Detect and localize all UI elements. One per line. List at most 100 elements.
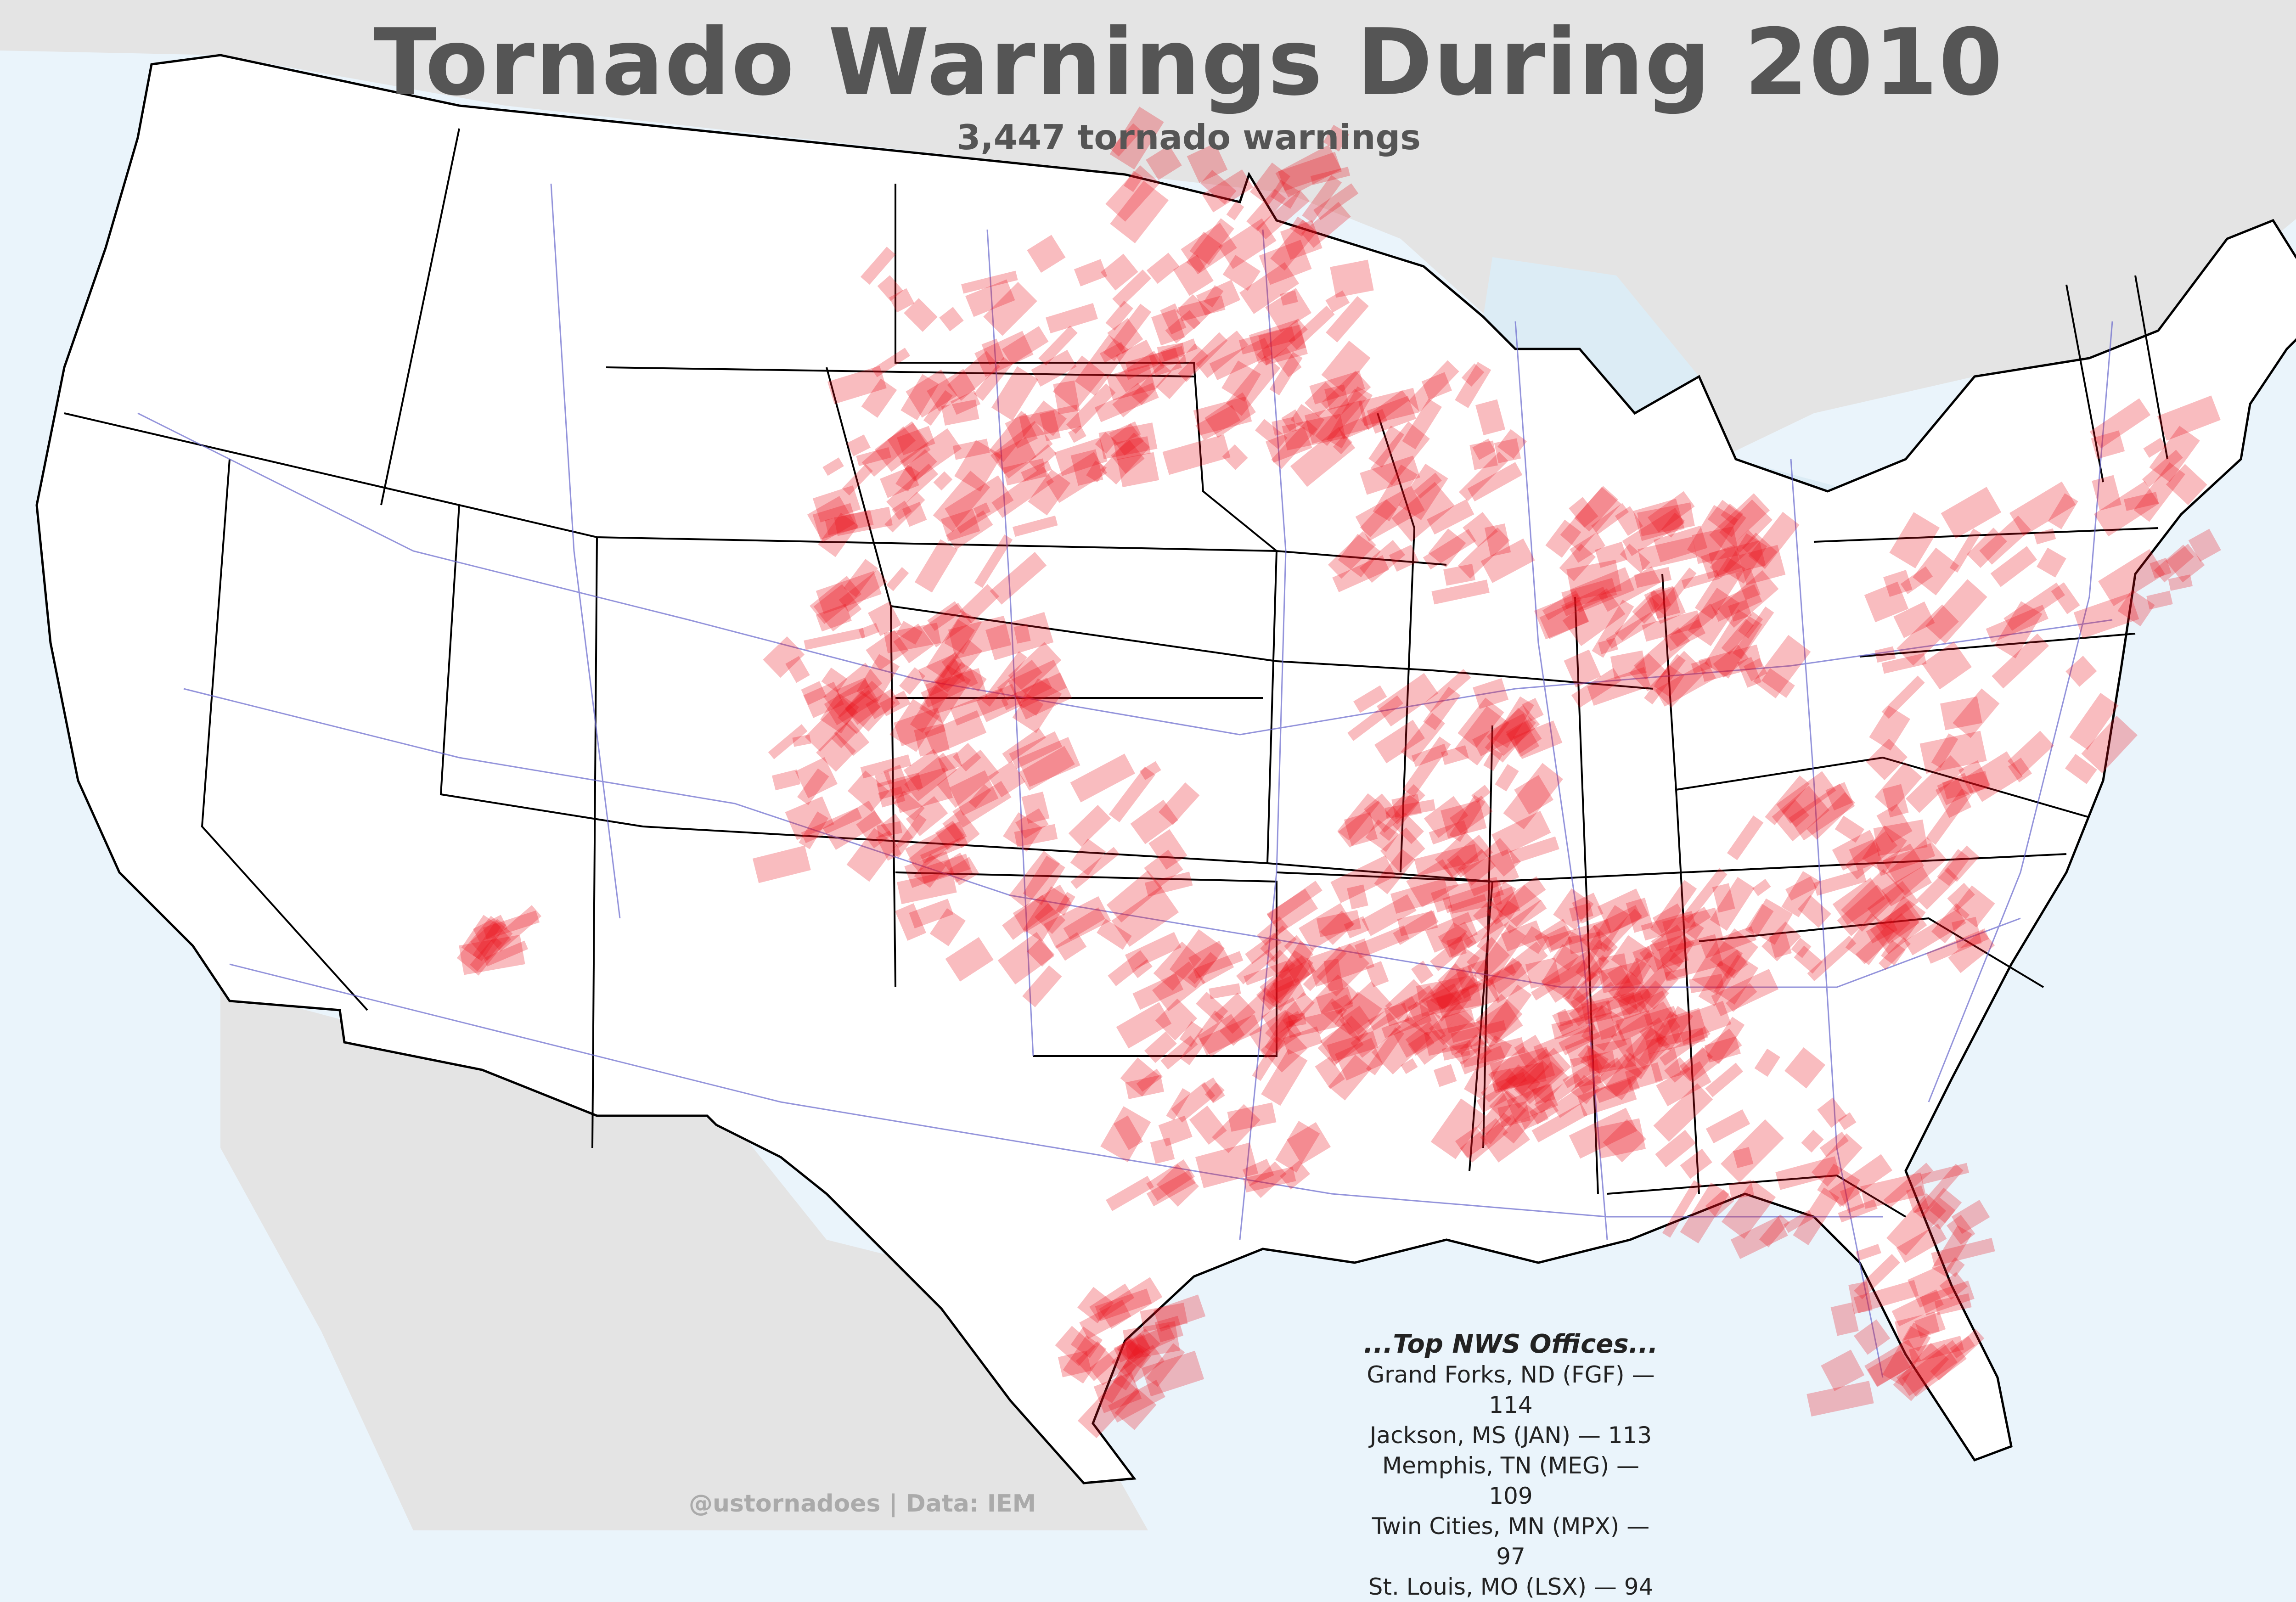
warning-polygon xyxy=(1603,1119,1646,1163)
warning-polygon xyxy=(1381,1011,1432,1038)
warning-polygon xyxy=(1458,527,1510,579)
warning-polygon xyxy=(2117,590,2155,626)
warning-polygon xyxy=(1874,762,1922,812)
warning-polygon xyxy=(896,621,923,645)
warning-polygon xyxy=(1306,938,1375,987)
warning-polygon xyxy=(1615,951,1673,1013)
warning-polygon xyxy=(1710,877,1755,931)
warning-polygon xyxy=(1772,786,1830,842)
warning-polygon xyxy=(2168,574,2193,591)
warning-polygon xyxy=(968,784,991,809)
warning-polygon xyxy=(1270,180,1301,209)
warning-polygon xyxy=(2123,492,2159,511)
warning-polygon xyxy=(1402,399,1442,450)
warning-polygon xyxy=(1639,1011,1679,1065)
warning-polygon xyxy=(1261,1026,1308,1073)
warning-polygon xyxy=(1420,981,1461,1022)
warning-polygon xyxy=(804,628,865,650)
warning-polygon xyxy=(1726,983,1757,1012)
top-office-entry: Memphis, TN (MEG) — 109 xyxy=(1382,1452,1639,1509)
warning-polygon xyxy=(1545,519,1581,558)
warning-polygon xyxy=(1713,644,1749,678)
warning-polygon xyxy=(2188,528,2221,562)
warning-polygon xyxy=(1463,1035,1512,1099)
warning-polygon xyxy=(1611,935,1654,978)
warning-polygon xyxy=(927,369,976,411)
warning-polygon xyxy=(1920,1280,1975,1315)
warning-polygon xyxy=(880,814,913,849)
warning-polygon xyxy=(1655,1006,1694,1051)
warning-polygon xyxy=(816,604,852,632)
warning-polygon xyxy=(1434,977,1482,1035)
warning-polygon xyxy=(1344,916,1369,939)
warning-polygon xyxy=(1896,1224,1947,1263)
warning-polygon xyxy=(1581,1005,1625,1051)
warning-polygon xyxy=(1055,932,1087,961)
warning-polygon xyxy=(2081,715,2138,773)
warning-polygon xyxy=(1497,1101,1531,1127)
warning-polygon xyxy=(1153,1294,1206,1332)
warning-polygon xyxy=(1902,1322,1930,1352)
warning-polygon xyxy=(883,764,911,799)
warning-polygon xyxy=(1393,1012,1446,1058)
warning-polygon xyxy=(1629,653,1667,691)
warning-polygon xyxy=(1699,644,1763,682)
warning-polygon xyxy=(1669,936,1695,967)
warning-polygon xyxy=(1476,900,1519,954)
top-offices-heading: ...Top NWS Offices... xyxy=(1363,1329,1658,1359)
warning-polygon xyxy=(1193,951,1244,978)
warning-polygon xyxy=(1111,886,1179,947)
warning-polygon xyxy=(1407,983,1463,1023)
warning-polygon xyxy=(1317,944,1370,997)
warning-polygon xyxy=(1455,362,1491,408)
warning-polygon xyxy=(847,434,871,456)
warning-polygon xyxy=(1408,360,1459,412)
warning-polygon xyxy=(1460,964,1516,999)
warning-polygon xyxy=(1607,965,1635,997)
warning-polygon xyxy=(1416,974,1482,1017)
warning-polygon xyxy=(1908,1265,1954,1308)
warning-polygon xyxy=(1919,731,1987,774)
warning-polygon xyxy=(1967,528,2007,568)
warning-polygon xyxy=(1869,705,1910,751)
warning-polygon xyxy=(1290,427,1356,487)
warning-polygon xyxy=(988,761,1025,798)
warning-polygon xyxy=(1142,1350,1204,1397)
warning-polygon xyxy=(1738,545,1786,585)
warning-polygon xyxy=(904,298,938,332)
warning-polygon xyxy=(1288,1012,1306,1027)
warning-polygon xyxy=(470,920,512,961)
warning-polygon xyxy=(1070,847,1120,889)
warning-polygon xyxy=(1370,421,1430,486)
warning-polygon xyxy=(2037,547,2066,578)
warning-polygon xyxy=(1854,1319,1891,1355)
warning-polygon xyxy=(961,270,1018,294)
warning-polygon xyxy=(1440,1013,1481,1056)
warning-polygon xyxy=(908,822,965,872)
warning-polygon xyxy=(824,679,878,725)
warning-polygon xyxy=(942,809,980,849)
warning-polygon xyxy=(1598,961,1644,994)
warning-polygon xyxy=(895,903,926,941)
warning-polygon xyxy=(1196,280,1241,316)
warning-polygon xyxy=(1944,845,1980,882)
warning-polygon xyxy=(1460,1037,1526,1068)
warning-polygon xyxy=(1124,170,1143,192)
warning-polygon xyxy=(1315,1056,1345,1089)
warning-polygon xyxy=(752,845,811,883)
warning-polygon xyxy=(816,571,882,614)
warning-polygon xyxy=(1634,567,1672,588)
warning-polygon xyxy=(1564,1023,1627,1068)
warning-polygon xyxy=(1460,1118,1508,1163)
warning-polygon xyxy=(1063,1335,1107,1384)
warning-polygon xyxy=(1140,1303,1188,1332)
warning-polygon xyxy=(1156,1164,1199,1207)
warning-polygon xyxy=(1111,1328,1160,1377)
warning-polygon xyxy=(1150,1137,1175,1164)
warning-polygon xyxy=(1365,819,1399,852)
warning-polygon xyxy=(1564,649,1601,688)
warning-polygon xyxy=(1244,961,1290,986)
warning-polygon xyxy=(2092,475,2122,511)
warning-polygon xyxy=(1990,546,2037,587)
warning-polygon xyxy=(1484,523,1511,557)
